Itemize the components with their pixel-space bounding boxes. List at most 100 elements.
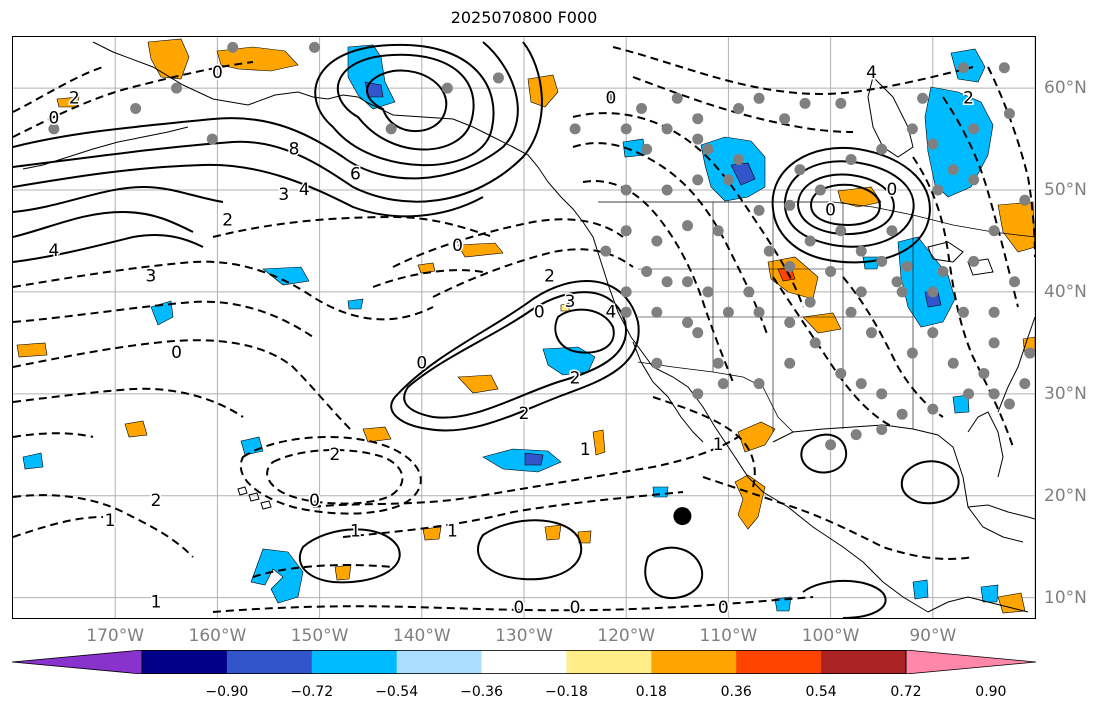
contour-label: 2 — [519, 404, 530, 424]
contour-label: 4 — [48, 241, 59, 261]
contour-label: 1 — [151, 593, 162, 613]
negative-contours — [13, 46, 1035, 613]
positive-anomaly-area — [802, 312, 842, 334]
station-markers — [48, 41, 1035, 451]
station-marker — [927, 403, 939, 415]
station-marker — [998, 62, 1010, 74]
positive-anomaly-area — [734, 474, 766, 530]
station-marker — [206, 133, 218, 145]
station-marker — [865, 327, 877, 339]
contour-line — [298, 528, 401, 584]
dashed-contour — [13, 66, 104, 113]
station-marker — [784, 260, 796, 272]
colorbar-tick-label: 0.72 — [890, 684, 922, 700]
contour-line — [554, 308, 615, 354]
station-marker — [682, 316, 694, 328]
dashed-contour — [702, 476, 974, 560]
contour-line — [403, 291, 628, 419]
state-borders — [638, 202, 914, 432]
station-marker — [651, 306, 663, 318]
station-marker — [620, 225, 632, 237]
station-marker — [779, 113, 791, 125]
station-marker — [692, 133, 704, 145]
station-marker — [641, 143, 653, 155]
station-marker — [651, 235, 663, 247]
colorbar-tick-label: 0.54 — [805, 684, 837, 700]
contour-label: 1 — [580, 440, 591, 460]
station-marker — [978, 367, 990, 379]
station-marker — [1003, 398, 1015, 410]
colorbar-tick-label: 0.90 — [975, 684, 1007, 700]
hawaii — [237, 486, 272, 510]
station-marker — [385, 123, 397, 135]
station-marker — [917, 92, 929, 104]
station-marker — [1003, 108, 1015, 120]
station-marker — [722, 306, 734, 318]
station-marker — [661, 276, 673, 288]
station-marker — [308, 41, 320, 53]
colorbar-extend-low — [12, 650, 143, 674]
latitude-tick-label: 10°N — [1044, 587, 1087, 608]
station-marker — [733, 103, 745, 114]
negative-anomaly-area — [924, 86, 994, 198]
station-marker — [855, 378, 867, 390]
station-marker — [702, 143, 714, 155]
station-marker — [641, 266, 653, 278]
contour-line — [644, 546, 704, 600]
station-marker — [876, 388, 888, 400]
station-marker — [855, 245, 867, 257]
station-marker — [1024, 347, 1035, 359]
station-marker — [886, 225, 898, 237]
contour-line — [13, 41, 519, 180]
station-marker — [855, 286, 867, 298]
station-marker — [227, 41, 239, 53]
colorbar-segment — [311, 650, 398, 674]
station-marker — [600, 245, 612, 257]
contour-label: 2 — [222, 211, 233, 231]
station-marker — [825, 266, 837, 278]
station-marker — [692, 388, 704, 400]
station-marker — [1009, 276, 1021, 288]
colorbar-tick-label: −0.18 — [544, 684, 588, 700]
contour-line — [771, 146, 931, 264]
contour-label: 0 — [171, 343, 182, 363]
station-marker — [702, 286, 714, 298]
negative-anomaly-area — [347, 298, 364, 310]
dashed-contour — [632, 76, 854, 133]
station-marker — [932, 184, 944, 196]
alaska-coast — [92, 41, 369, 106]
station-marker — [753, 204, 765, 216]
contour-line — [366, 69, 448, 132]
contour-label: 6 — [350, 165, 361, 185]
longitude-tick-label: 170°W — [86, 626, 145, 646]
negative-anomaly-area — [22, 452, 44, 470]
contour-line — [802, 579, 887, 618]
dashed-contour — [772, 276, 894, 428]
station-marker — [671, 92, 683, 104]
station-marker — [963, 388, 975, 400]
colorbar-extend-high — [905, 650, 1036, 674]
station-marker — [717, 378, 729, 390]
negative-anomaly-area — [250, 548, 304, 604]
positive-anomaly-area — [417, 262, 436, 274]
station-marker — [896, 286, 908, 298]
station-marker — [794, 164, 806, 176]
station-marker — [692, 174, 704, 186]
contour-label: 3 — [278, 185, 289, 205]
dashed-contour — [266, 449, 404, 505]
contour-label: 0 — [452, 236, 463, 256]
dashed-contour — [13, 494, 194, 558]
longitude-tick-label: 150°W — [290, 626, 349, 646]
positive-anomaly-area — [16, 342, 48, 358]
station-marker — [804, 235, 816, 247]
contour-label: 2 — [963, 88, 974, 108]
station-marker — [845, 306, 857, 318]
station-marker — [661, 123, 673, 135]
station-marker — [927, 327, 939, 339]
dashed-contour — [13, 432, 94, 438]
station-marker — [763, 245, 775, 257]
station-marker — [48, 123, 60, 135]
negative-anomaly-area — [912, 579, 929, 600]
positive-anomaly-area — [457, 374, 499, 394]
